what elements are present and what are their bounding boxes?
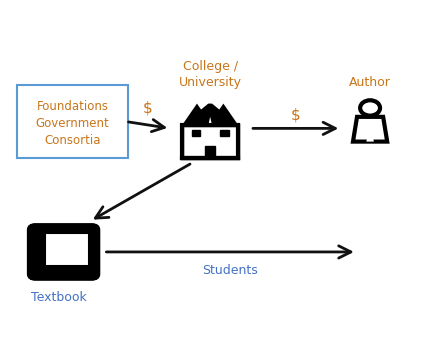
Polygon shape bbox=[208, 103, 239, 126]
Polygon shape bbox=[182, 103, 212, 126]
Text: Government: Government bbox=[36, 117, 110, 130]
FancyBboxPatch shape bbox=[45, 233, 89, 266]
Bar bbox=[192, 129, 200, 136]
Bar bbox=[192, 117, 200, 124]
Polygon shape bbox=[367, 129, 374, 142]
Text: College /
University: College / University bbox=[179, 60, 242, 89]
Circle shape bbox=[360, 100, 380, 116]
Polygon shape bbox=[182, 103, 239, 126]
Bar bbox=[220, 129, 229, 136]
Text: $: $ bbox=[291, 107, 300, 122]
FancyBboxPatch shape bbox=[17, 85, 128, 157]
Text: Textbook: Textbook bbox=[31, 291, 87, 304]
Text: $: $ bbox=[143, 100, 153, 115]
Text: Consortia: Consortia bbox=[44, 134, 101, 147]
Polygon shape bbox=[182, 126, 239, 157]
Text: Foundations: Foundations bbox=[37, 100, 109, 112]
Polygon shape bbox=[208, 117, 212, 126]
Text: Students: Students bbox=[202, 264, 258, 277]
Polygon shape bbox=[353, 117, 387, 142]
FancyBboxPatch shape bbox=[29, 225, 98, 279]
Bar bbox=[35, 230, 45, 274]
Text: Author: Author bbox=[349, 76, 391, 89]
Bar bbox=[35, 266, 92, 274]
Bar bbox=[205, 146, 215, 157]
Bar bbox=[220, 117, 229, 124]
